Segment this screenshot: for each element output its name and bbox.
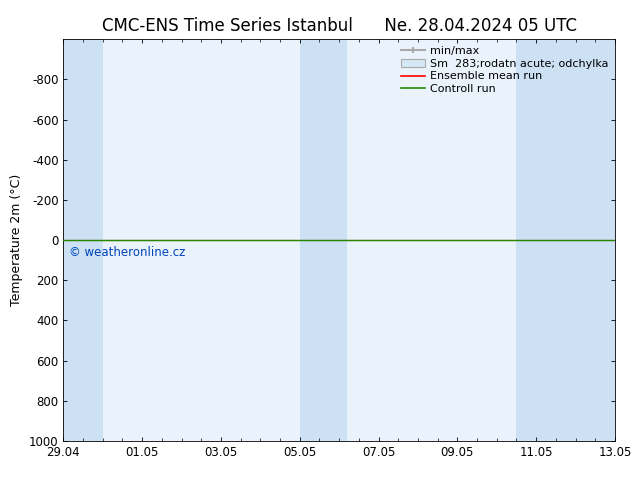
Bar [300,39,347,441]
Title: CMC-ENS Time Series Istanbul      Ne. 28.04.2024 05 UTC: CMC-ENS Time Series Istanbul Ne. 28.04.2… [101,17,577,35]
Bar [517,39,615,441]
Text: © weatheronline.cz: © weatheronline.cz [69,246,185,259]
Y-axis label: Temperature 2m (°C): Temperature 2m (°C) [10,174,23,306]
Legend: min/max, Sm  283;rodatn acute; odchylka, Ensemble mean run, Controll run: min/max, Sm 283;rodatn acute; odchylka, … [396,42,612,98]
Bar [63,39,103,441]
